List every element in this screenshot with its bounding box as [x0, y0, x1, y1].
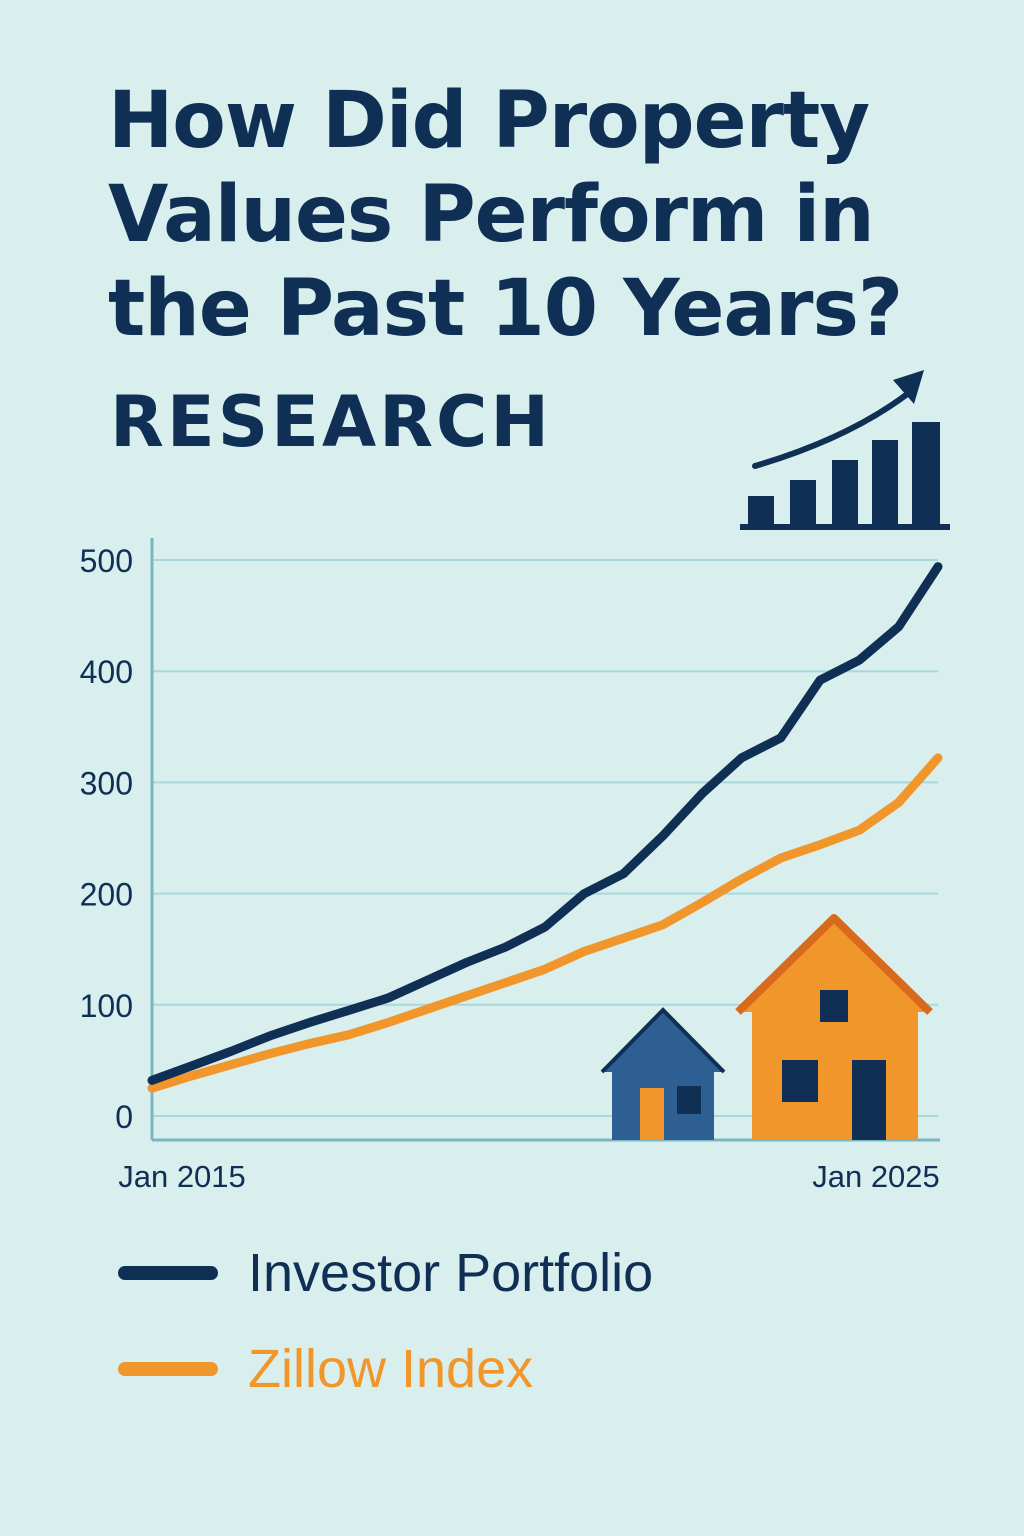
x-tick-label-1: Jan 2025	[812, 1159, 940, 1194]
legend-label-zillow-index: Zillow Index	[248, 1339, 534, 1399]
x-tick-labels: Jan 2015 Jan 2025	[118, 1159, 940, 1194]
legend-item-investor-portfolio: Investor Portfolio	[118, 1238, 918, 1308]
growth-chart-icon	[740, 370, 950, 530]
y-tick-labels: 0 100 200 300 400 500	[80, 543, 133, 1135]
title-line-1: How Did Property	[108, 76, 870, 166]
page-title: How Did Property Values Perform in the P…	[108, 74, 988, 356]
research-label: RESEARCH	[110, 381, 552, 463]
large-house-icon	[735, 914, 933, 1140]
series-lines	[147, 562, 943, 1093]
legend-item-zillow-index: Zillow Index	[118, 1334, 918, 1404]
legend-swatch-investor-portfolio	[118, 1266, 218, 1280]
small-house-icon	[600, 1007, 726, 1140]
chart-legend: Investor Portfolio Zillow Index	[118, 1238, 918, 1430]
y-tick-label-0: 0	[115, 1099, 133, 1135]
y-tick-label-200: 200	[80, 877, 133, 913]
y-tick-label-500: 500	[80, 543, 133, 579]
legend-label-investor-portfolio: Investor Portfolio	[248, 1243, 654, 1303]
title-line-3: the Past 10 Years?	[108, 264, 903, 354]
y-tick-label-300: 300	[80, 765, 133, 801]
x-tick-label-0: Jan 2015	[118, 1159, 246, 1194]
y-tick-label-100: 100	[80, 988, 133, 1024]
legend-swatch-zillow-index	[118, 1362, 218, 1376]
title-line-2: Values Perform in	[108, 170, 875, 260]
y-tick-label-400: 400	[80, 654, 133, 690]
